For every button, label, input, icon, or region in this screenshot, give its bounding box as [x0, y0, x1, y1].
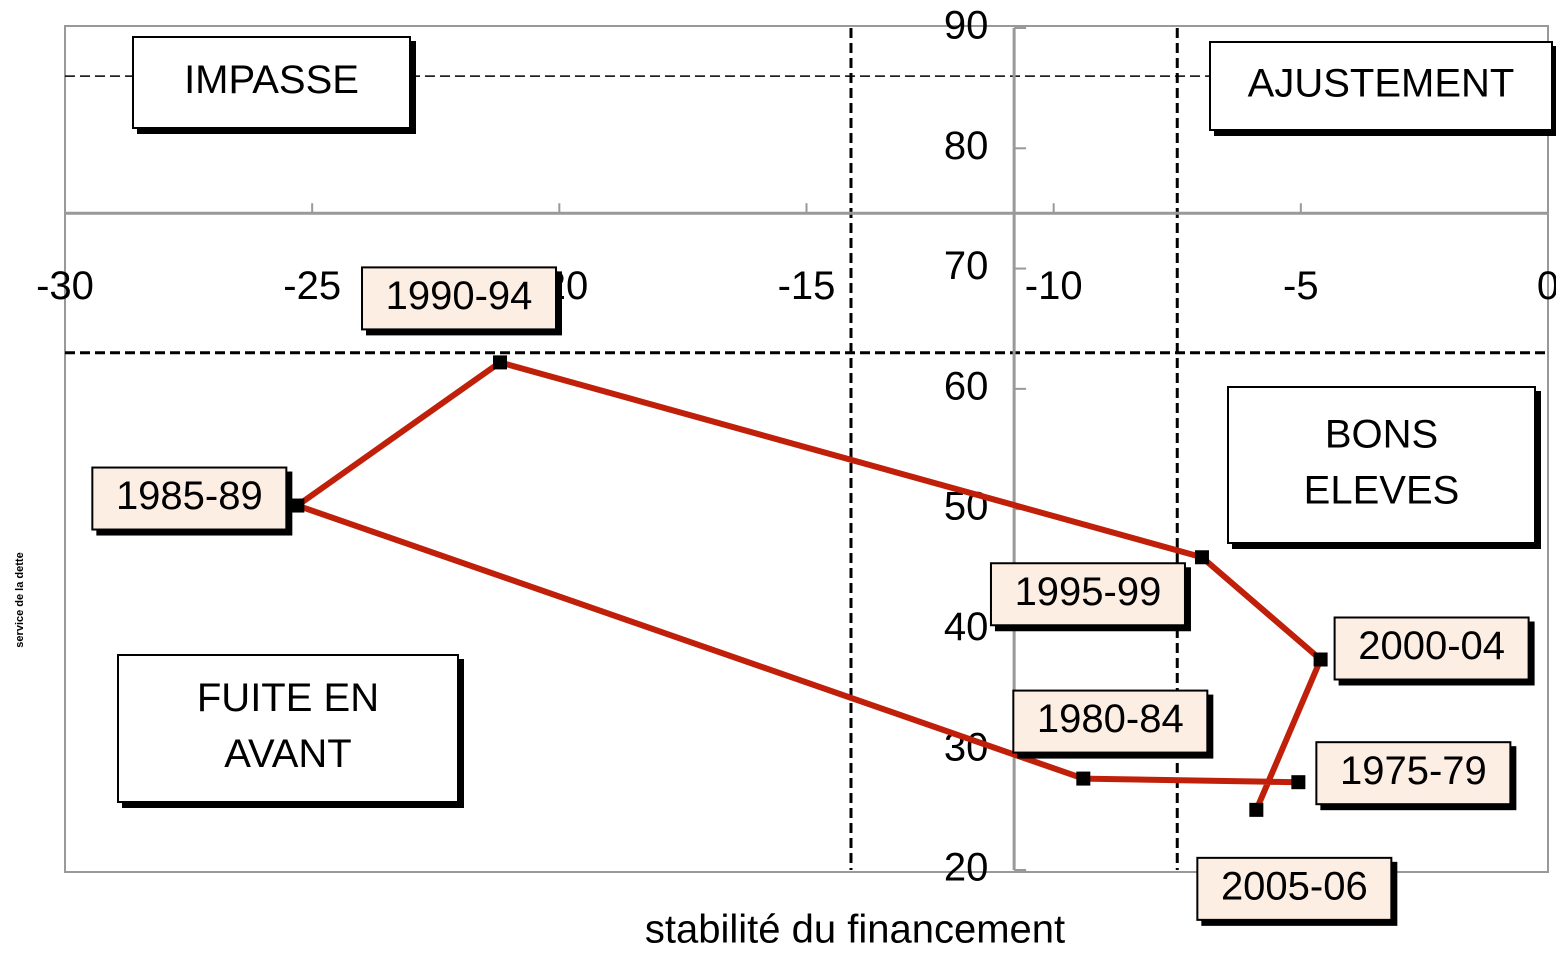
y-tick-label: 20 [944, 846, 989, 890]
marker [290, 498, 305, 513]
marker [1076, 771, 1091, 786]
y-tick-label: 70 [944, 244, 989, 288]
point-label: 2005-06 [1221, 864, 1368, 908]
point-label: 2000-04 [1358, 624, 1505, 668]
annotation: BONS [1325, 413, 1438, 457]
point-label: 1980-84 [1037, 697, 1184, 741]
point-label: 1990-94 [386, 274, 533, 318]
x-tick-label: -30 [36, 264, 94, 308]
plot-frame [64, 25, 1549, 873]
y-tick-label: 60 [944, 364, 989, 408]
point-label-box [1315, 741, 1512, 806]
point-label-box [1196, 856, 1393, 921]
point-label: 1975-79 [1340, 749, 1487, 793]
point-label: 1985-89 [116, 474, 263, 518]
y-tick-label: 80 [944, 124, 989, 168]
annotation-box [117, 654, 459, 803]
x-tick-label: -15 [778, 264, 836, 308]
annotation-box [132, 36, 411, 129]
point-label-box [1012, 689, 1209, 754]
annotation: AVANT [224, 732, 351, 776]
x-axis-title: stabilité du financement [645, 908, 1065, 952]
point-label-box [91, 466, 288, 531]
annotation: AJUSTEMENT [1248, 62, 1515, 106]
y-tick-label: 90 [944, 4, 989, 48]
marker [1313, 652, 1328, 667]
annotation: IMPASSE [184, 58, 359, 102]
annotation: ELEVES [1304, 469, 1460, 513]
x-tick-label: -5 [1283, 264, 1319, 308]
marker [493, 355, 508, 370]
point-label-box [361, 266, 558, 331]
annotation-box [1227, 386, 1536, 544]
x-tick-label: -10 [1025, 264, 1083, 308]
annotation: FUITE EN [197, 676, 379, 720]
point-label: 1995-99 [1015, 570, 1162, 614]
y-tick-label: 40 [944, 605, 989, 649]
marker [1249, 802, 1264, 817]
annotation-box [1209, 41, 1553, 131]
point-label-box [989, 562, 1186, 627]
y-axis-title: service de la dette [14, 552, 26, 647]
x-tick-label: -25 [283, 264, 341, 308]
marker [1291, 775, 1306, 790]
marker [1194, 550, 1209, 565]
point-label-box [1333, 616, 1530, 681]
x-tick-label: 0 [1537, 264, 1556, 308]
